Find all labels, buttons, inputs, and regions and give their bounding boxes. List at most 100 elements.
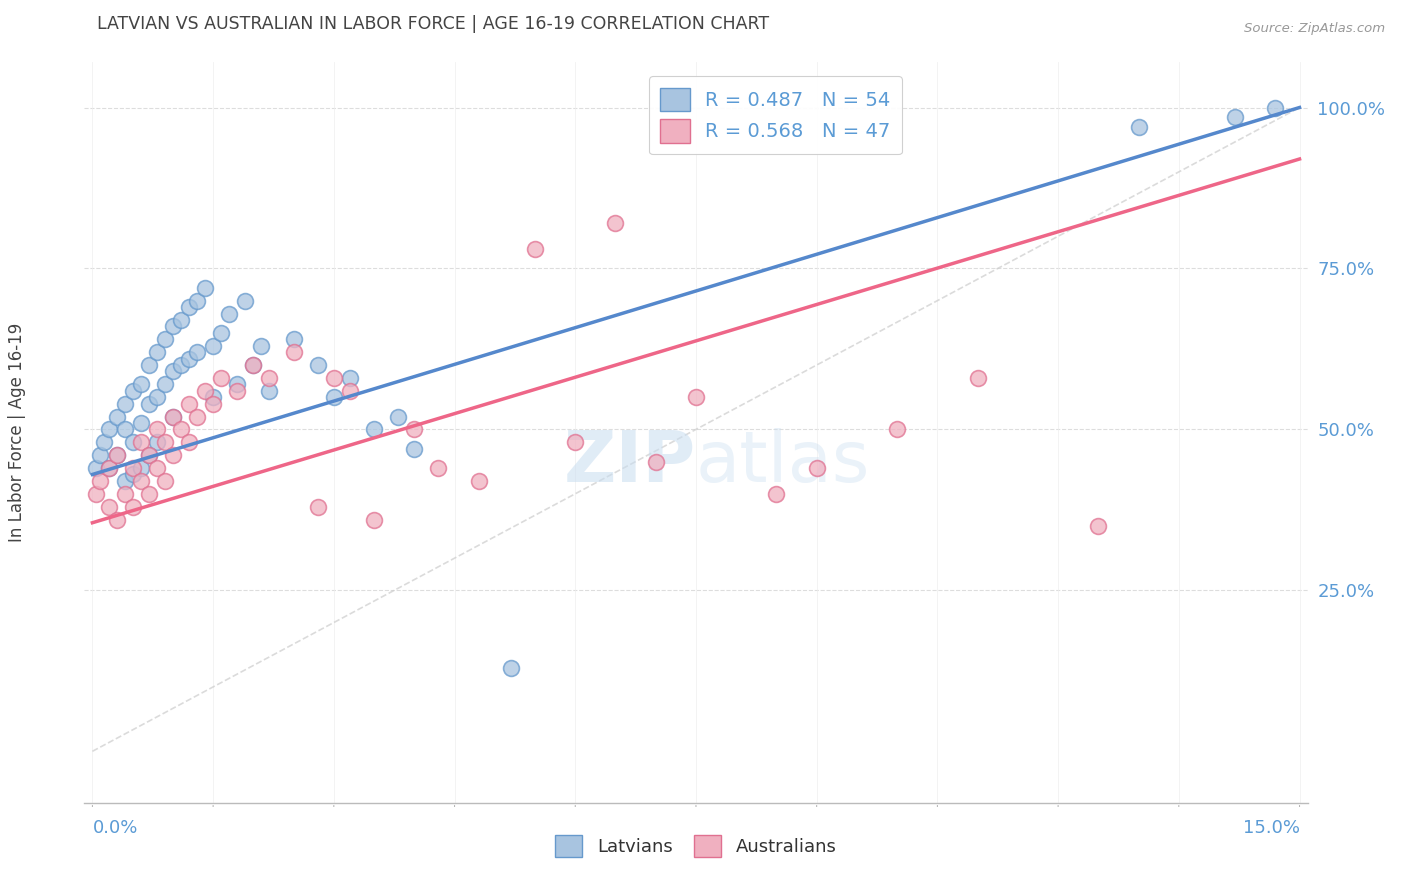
Point <box>105 512 128 526</box>
Point <box>322 390 344 404</box>
Point <box>138 487 160 501</box>
Point <box>339 384 361 398</box>
Point <box>162 409 184 424</box>
Point <box>259 384 281 398</box>
Point <box>170 313 193 327</box>
Point <box>202 390 225 404</box>
Point <box>114 474 136 488</box>
Point <box>97 500 120 514</box>
Point <box>177 435 200 450</box>
Point <box>153 332 176 346</box>
Point <box>806 461 828 475</box>
Point <box>259 371 281 385</box>
Point <box>170 422 193 436</box>
Point <box>138 358 160 372</box>
Point <box>121 435 143 450</box>
Point <box>209 371 232 385</box>
Point <box>218 306 240 320</box>
Point <box>186 409 208 424</box>
Point <box>138 448 160 462</box>
Point <box>129 377 152 392</box>
Point <box>644 454 666 468</box>
Point <box>404 422 426 436</box>
Point <box>146 422 169 436</box>
Point <box>121 384 143 398</box>
Point <box>322 371 344 385</box>
Point <box>467 474 489 488</box>
Point <box>765 487 787 501</box>
Point <box>242 358 264 372</box>
Point <box>162 409 184 424</box>
Point <box>129 416 152 430</box>
Point <box>129 435 152 450</box>
Point <box>283 332 305 346</box>
Point <box>363 422 385 436</box>
Point <box>97 461 120 475</box>
Text: ZIP: ZIP <box>564 428 696 497</box>
Point <box>177 397 200 411</box>
Point <box>605 216 627 230</box>
Point <box>194 384 217 398</box>
Point <box>121 461 143 475</box>
Point <box>1223 110 1246 124</box>
Point <box>564 435 586 450</box>
Point <box>138 448 160 462</box>
Point <box>138 397 160 411</box>
Point <box>307 358 329 372</box>
Point <box>404 442 426 456</box>
Point <box>114 487 136 501</box>
Point <box>89 474 111 488</box>
Text: atlas: atlas <box>696 428 870 497</box>
Point <box>233 293 256 308</box>
Point <box>499 660 522 674</box>
Point <box>146 461 169 475</box>
Point <box>202 339 225 353</box>
Point <box>105 409 128 424</box>
Point <box>121 467 143 482</box>
Point <box>186 293 208 308</box>
Point <box>170 358 193 372</box>
Point <box>387 409 409 424</box>
Point <box>1087 519 1109 533</box>
Point <box>162 364 184 378</box>
Point <box>1128 120 1150 134</box>
Point <box>186 345 208 359</box>
Point <box>153 474 176 488</box>
Point <box>121 500 143 514</box>
Point <box>339 371 361 385</box>
Point <box>93 435 115 450</box>
Point <box>685 390 707 404</box>
Point <box>886 422 908 436</box>
Point <box>177 300 200 314</box>
Point <box>226 377 249 392</box>
Point <box>202 397 225 411</box>
Point <box>97 422 120 436</box>
Point <box>1264 101 1286 115</box>
Point <box>307 500 329 514</box>
Point <box>242 358 264 372</box>
Point <box>105 448 128 462</box>
Point <box>105 448 128 462</box>
Point <box>129 474 152 488</box>
Point <box>86 487 108 501</box>
Point <box>209 326 232 340</box>
Point <box>114 397 136 411</box>
Point <box>363 512 385 526</box>
Text: In Labor Force | Age 16-19: In Labor Force | Age 16-19 <box>8 323 27 542</box>
Point <box>524 242 547 256</box>
Text: 15.0%: 15.0% <box>1243 819 1299 837</box>
Point <box>162 319 184 334</box>
Point <box>114 422 136 436</box>
Point <box>283 345 305 359</box>
Point <box>194 281 217 295</box>
Point <box>146 390 169 404</box>
Point <box>146 435 169 450</box>
Point <box>146 345 169 359</box>
Point <box>162 448 184 462</box>
Point <box>250 339 273 353</box>
Point <box>427 461 450 475</box>
Text: 0.0%: 0.0% <box>93 819 138 837</box>
Point <box>153 435 176 450</box>
Text: LATVIAN VS AUSTRALIAN IN LABOR FORCE | AGE 16-19 CORRELATION CHART: LATVIAN VS AUSTRALIAN IN LABOR FORCE | A… <box>97 15 769 33</box>
Point <box>89 448 111 462</box>
